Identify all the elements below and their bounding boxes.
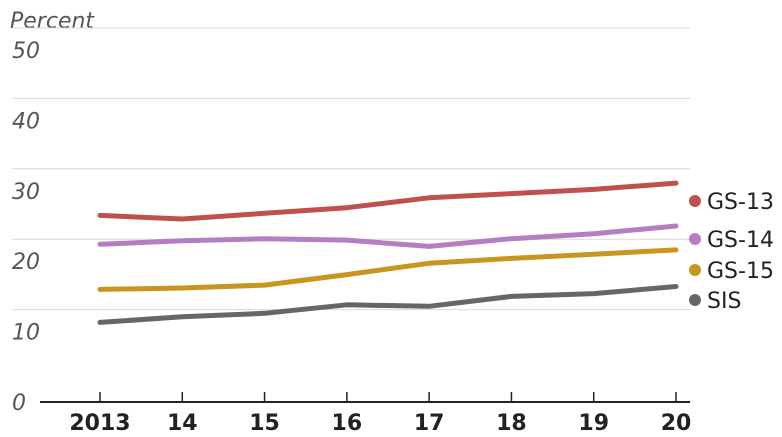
series-layer bbox=[97, 180, 679, 325]
x-tick-label: 15 bbox=[249, 411, 280, 436]
series-line-gs-14 bbox=[97, 223, 679, 249]
y-tick-labels: 0 10 20 30 40 50 bbox=[12, 39, 40, 416]
legend-swatch-gs-13 bbox=[689, 195, 701, 207]
y-tick-label: 30 bbox=[12, 180, 40, 205]
x-tick-label: 19 bbox=[578, 411, 609, 436]
legend-label-gs-13: GS-13 bbox=[707, 190, 774, 215]
grid-layer bbox=[12, 27, 690, 403]
x-tick-label: 16 bbox=[332, 411, 363, 436]
legend-swatch-gs-14 bbox=[689, 233, 701, 245]
legend-label-sis: SIS bbox=[707, 289, 741, 314]
legend-label-gs-15: GS-15 bbox=[707, 259, 774, 284]
x-tick-labels: 2013 14 15 16 17 18 19 20 bbox=[69, 392, 691, 436]
legend-swatch-sis bbox=[689, 294, 701, 306]
x-tick-label: 18 bbox=[496, 411, 527, 436]
x-tick-label: 20 bbox=[661, 411, 692, 436]
y-tick-label: 50 bbox=[12, 39, 40, 64]
y-tick-label: 10 bbox=[12, 321, 40, 346]
y-axis-label: Percent bbox=[10, 9, 95, 34]
legend: GS-13 GS-14 GS-15 SIS bbox=[689, 190, 774, 314]
series-line-gs-15 bbox=[97, 247, 679, 292]
x-tick-label: 17 bbox=[414, 411, 445, 436]
y-tick-label: 0 bbox=[12, 391, 26, 416]
x-tick-label: 14 bbox=[167, 411, 198, 436]
legend-swatch-gs-15 bbox=[689, 264, 701, 276]
series-line-gs-13 bbox=[97, 180, 679, 222]
y-tick-label: 20 bbox=[12, 250, 40, 275]
series-line-sis bbox=[97, 284, 679, 325]
x-tick-label: 2013 bbox=[69, 411, 130, 436]
y-tick-label: 40 bbox=[12, 109, 40, 134]
legend-label-gs-14: GS-14 bbox=[707, 228, 774, 253]
